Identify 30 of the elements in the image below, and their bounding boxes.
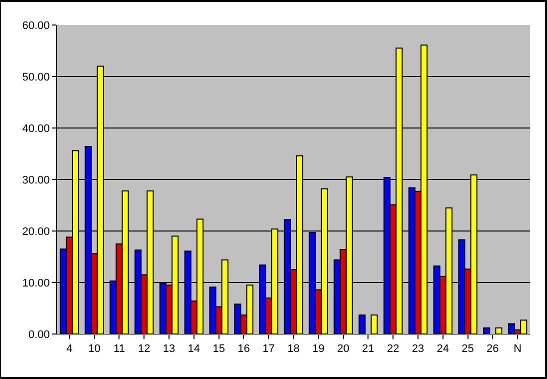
x-tick-label: 22 bbox=[386, 343, 400, 356]
y-tick-label: 40.00 bbox=[22, 122, 50, 135]
x-tick-label: 15 bbox=[212, 343, 225, 356]
x-tick-label: 20 bbox=[337, 343, 350, 356]
y-tick-label: 10.00 bbox=[22, 277, 50, 290]
x-tick-label: 25 bbox=[462, 343, 474, 356]
y-tick-label: 20.00 bbox=[22, 226, 50, 238]
y-tick-label: 60.00 bbox=[22, 20, 50, 32]
y-tick-label: 50.00 bbox=[22, 71, 50, 84]
y-tick-label: 30.00 bbox=[22, 174, 50, 186]
x-tick-label: 12 bbox=[138, 343, 150, 356]
x-tick-label: 17 bbox=[262, 343, 275, 356]
x-tick-label: 26 bbox=[486, 343, 499, 356]
x-tick-label: 10 bbox=[88, 343, 100, 356]
x-tick-label: 13 bbox=[162, 343, 176, 356]
bar bbox=[495, 327, 502, 334]
x-tick-label: 19 bbox=[312, 343, 325, 356]
bar bbox=[370, 314, 378, 334]
x-tick-label: 4 bbox=[66, 343, 73, 356]
x-tick-label: 11 bbox=[114, 343, 125, 356]
y-tick-label: 0.00 bbox=[28, 328, 50, 341]
x-tick-label: 14 bbox=[188, 343, 200, 356]
x-tick-label: N bbox=[514, 343, 522, 356]
bar bbox=[358, 314, 366, 334]
x-tick-label: 21 bbox=[362, 343, 374, 356]
x-tick-label: 23 bbox=[412, 343, 424, 356]
x-tick-label: 24 bbox=[436, 343, 449, 356]
x-tick-label: 16 bbox=[238, 343, 250, 356]
bar bbox=[483, 327, 490, 334]
x-tick-label: 18 bbox=[287, 343, 300, 356]
